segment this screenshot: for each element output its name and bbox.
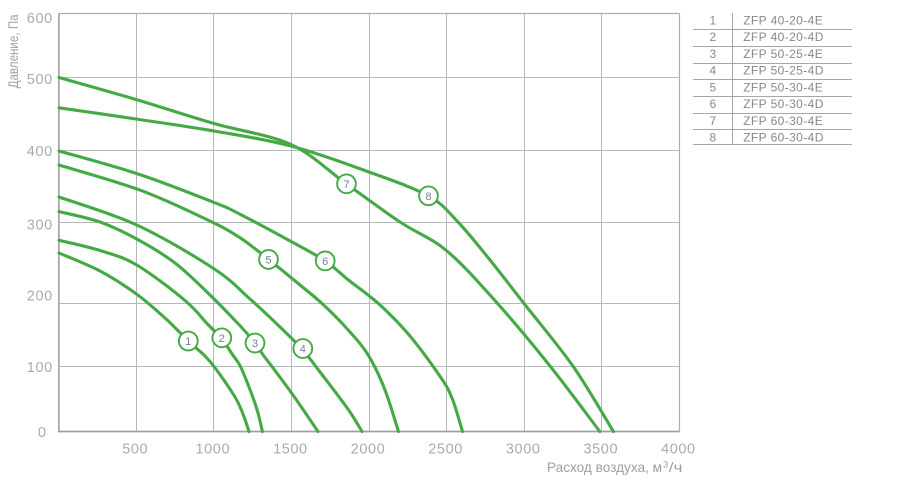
svg-text:200: 200 [27,288,53,304]
svg-text:3: 3 [252,338,258,350]
svg-text:5: 5 [265,254,271,266]
svg-text:Расход воздуха, м: Расход воздуха, м [547,459,662,475]
svg-text:ZFP 50-25-4D: ZFP 50-25-4D [743,64,824,78]
svg-text:2: 2 [219,333,225,345]
svg-text:Давление, Па: Давление, Па [5,14,21,88]
svg-text:7: 7 [343,179,349,191]
svg-text:400: 400 [27,144,53,160]
svg-text:4: 4 [709,64,716,78]
svg-text:1500: 1500 [273,442,308,458]
svg-text:7: 7 [709,114,716,128]
svg-text:2: 2 [709,30,716,44]
svg-text:0: 0 [38,425,46,441]
svg-text:300: 300 [27,218,53,234]
svg-text:3: 3 [663,459,668,470]
svg-text:/ч: /ч [669,459,683,475]
svg-text:500: 500 [27,72,53,88]
svg-text:1: 1 [709,13,716,27]
svg-text:3500: 3500 [583,442,618,458]
svg-text:ZFP 50-25-4E: ZFP 50-25-4E [743,47,823,61]
svg-text:3000: 3000 [506,442,541,458]
svg-text:6: 6 [709,97,716,111]
svg-text:4: 4 [300,344,306,356]
svg-text:ZFP 60-30-4E: ZFP 60-30-4E [743,114,823,128]
svg-text:ZFP 40-20-4E: ZFP 40-20-4E [743,13,823,27]
svg-text:ZFP 50-30-4E: ZFP 50-30-4E [743,80,823,94]
svg-text:3: 3 [709,47,716,61]
svg-text:4000: 4000 [661,442,696,458]
svg-text:2500: 2500 [428,442,463,458]
svg-text:8: 8 [425,191,431,203]
svg-text:1: 1 [185,336,191,348]
svg-text:ZFP 50-30-4D: ZFP 50-30-4D [743,97,824,111]
svg-text:8: 8 [709,131,716,145]
svg-text:1000: 1000 [195,442,230,458]
svg-text:ZFP 60-30-4D: ZFP 60-30-4D [743,131,824,145]
svg-text:600: 600 [27,11,53,27]
svg-text:100: 100 [27,360,53,376]
svg-text:5: 5 [709,80,716,94]
svg-text:500: 500 [122,442,148,458]
svg-text:2000: 2000 [351,442,386,458]
svg-text:ZFP 40-20-4D: ZFP 40-20-4D [743,30,824,44]
svg-text:6: 6 [322,256,328,268]
